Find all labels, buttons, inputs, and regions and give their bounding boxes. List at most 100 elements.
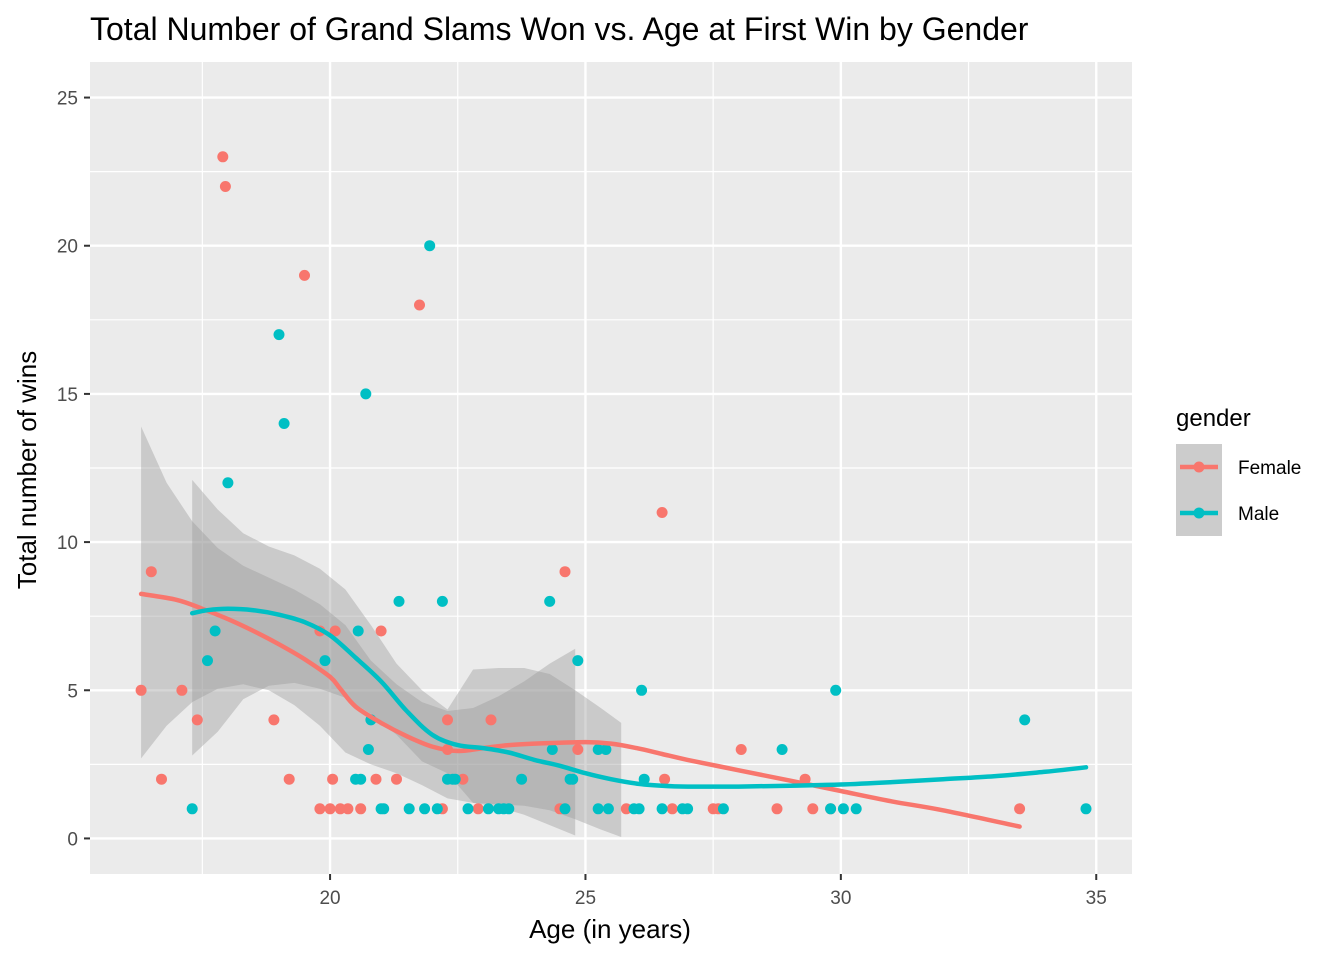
x-tick-label: 30 <box>830 888 851 909</box>
y-axis-title: Total number of wins <box>12 351 42 589</box>
y-tick-label: 15 <box>57 385 78 406</box>
point-female <box>283 773 295 785</box>
minor-gridlines <box>90 62 1132 874</box>
point-female <box>442 714 453 726</box>
point-male <box>436 595 448 607</box>
legend: gender Female Male <box>1176 405 1301 536</box>
point-female <box>375 625 387 637</box>
legend-label-female: Female <box>1238 458 1301 479</box>
y-tick-label: 0 <box>67 829 78 850</box>
point-male <box>424 240 436 252</box>
x-tick-label: 35 <box>1086 888 1107 909</box>
point-female <box>656 507 668 518</box>
smooth-lines <box>138 591 1089 829</box>
point-male <box>419 803 431 815</box>
major-gridlines <box>90 62 1132 874</box>
point-male <box>592 744 604 755</box>
legend-title: gender <box>1176 405 1251 432</box>
point-male <box>830 684 842 696</box>
point-female <box>334 803 346 815</box>
point-male <box>636 684 648 696</box>
point-male <box>682 803 694 815</box>
point-female <box>659 773 671 785</box>
point-male <box>850 803 862 815</box>
point-male <box>717 803 729 815</box>
point-female <box>299 269 310 281</box>
point-male <box>516 773 528 785</box>
point-male <box>209 625 221 637</box>
confidence-ribbon-male <box>192 479 622 837</box>
point-male <box>186 803 198 815</box>
point-male <box>559 803 571 815</box>
point-female <box>666 803 678 815</box>
point-male <box>362 744 374 755</box>
point-female <box>191 714 203 726</box>
point-female <box>485 714 497 726</box>
point-male <box>403 803 415 815</box>
y-axis: 0 5 10 15 20 25 <box>57 89 90 850</box>
point-male <box>544 595 556 607</box>
point-male <box>360 388 372 400</box>
point-male <box>633 803 645 815</box>
point-male <box>546 744 558 755</box>
point-male <box>462 803 474 815</box>
point-female <box>807 803 819 815</box>
y-tick-label: 20 <box>57 237 78 258</box>
point-female <box>735 744 747 755</box>
point-male <box>378 803 390 815</box>
point-male <box>393 595 405 607</box>
point-male <box>600 744 612 755</box>
point-male <box>567 773 579 785</box>
point-female <box>472 803 484 815</box>
y-tick-label: 5 <box>67 681 78 702</box>
x-tick-label: 20 <box>319 888 340 909</box>
point-female <box>771 803 783 815</box>
point-female <box>355 803 367 815</box>
point-male <box>202 655 213 667</box>
x-tick-label: 25 <box>575 888 596 909</box>
confidence-ribbon-female <box>141 426 576 836</box>
point-female <box>329 625 341 637</box>
point-male <box>592 803 604 815</box>
data-points <box>135 151 1092 815</box>
point-female <box>268 714 280 726</box>
point-female <box>1014 803 1026 815</box>
point-male <box>572 655 584 667</box>
point-male <box>503 803 515 815</box>
point-female <box>135 684 147 696</box>
point-male <box>825 803 837 815</box>
x-axis-title: Age (in years) <box>529 914 691 944</box>
smooth-line-female <box>138 591 1022 829</box>
point-female <box>559 566 571 578</box>
confidence-ribbons <box>141 426 622 837</box>
chart-title: Total Number of Grand Slams Won vs. Age … <box>90 11 1029 47</box>
point-female <box>391 773 402 785</box>
smooth-line-male <box>189 606 1089 789</box>
point-female <box>620 803 632 815</box>
point-male <box>222 477 234 489</box>
point-male <box>1019 714 1031 726</box>
y-tick-label: 10 <box>57 533 78 554</box>
point-male <box>837 803 849 815</box>
point-female <box>327 773 339 785</box>
point-male <box>1080 803 1092 815</box>
point-male <box>482 803 494 815</box>
x-axis: 20 25 30 35 <box>319 874 1107 909</box>
point-female <box>219 181 231 192</box>
point-male <box>656 803 668 815</box>
point-female <box>324 803 336 815</box>
point-female <box>572 744 584 755</box>
point-female <box>342 803 354 815</box>
point-female <box>414 299 425 311</box>
point-male <box>355 773 367 785</box>
point-female <box>176 684 188 696</box>
point-male <box>449 773 461 785</box>
point-female <box>370 773 382 785</box>
point-female <box>314 803 326 815</box>
legend-dot-female <box>1193 461 1205 473</box>
point-female <box>156 773 167 785</box>
point-male <box>278 418 290 429</box>
point-female <box>145 566 157 578</box>
point-male <box>602 803 614 815</box>
